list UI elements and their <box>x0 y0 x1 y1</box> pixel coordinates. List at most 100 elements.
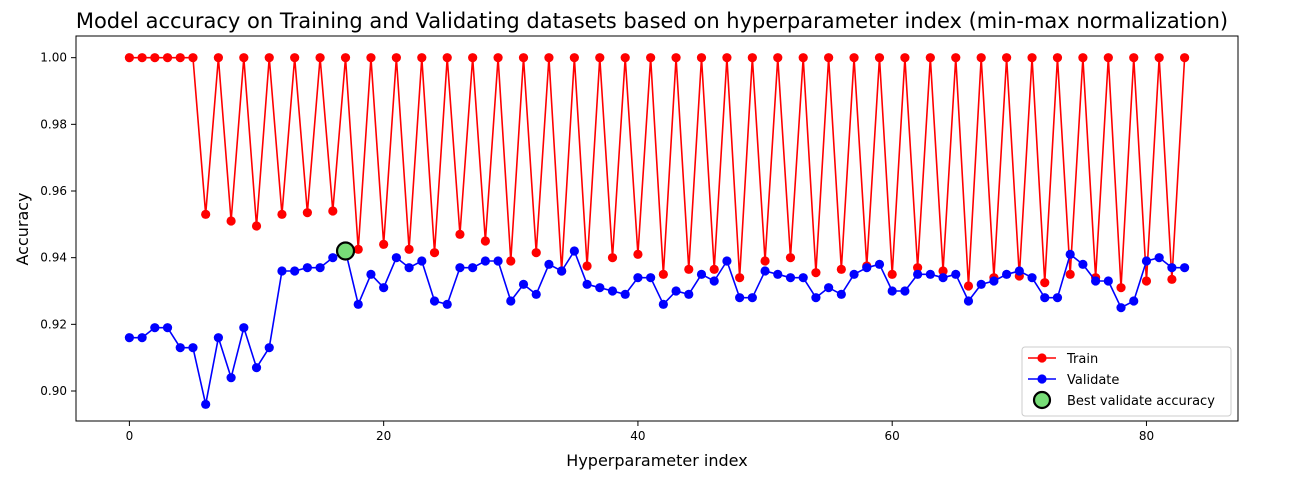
train-point <box>353 244 363 254</box>
validate-point <box>1141 256 1152 266</box>
validate-point <box>862 263 872 273</box>
validate-point <box>569 246 579 256</box>
validate-point <box>607 286 618 296</box>
train-point <box>328 206 338 216</box>
validate-point <box>557 266 567 276</box>
train-point <box>302 208 312 218</box>
validate-point <box>582 279 592 289</box>
train-point <box>340 53 351 63</box>
validate-point <box>506 296 516 306</box>
y-tick-label: 0.94 <box>40 251 67 265</box>
train-point <box>582 261 592 271</box>
validate-point <box>671 286 681 296</box>
legend-marker-swatch <box>1032 390 1052 410</box>
validate-point <box>620 289 630 299</box>
train-point <box>442 53 452 63</box>
train-point <box>251 221 262 231</box>
validate-point <box>302 263 312 273</box>
validate-point <box>264 343 274 353</box>
validate-point <box>1091 276 1101 286</box>
legend-entry: Best validate accuracy <box>1032 390 1215 410</box>
validate-point <box>633 273 643 283</box>
series-layer <box>124 53 1190 409</box>
train-point <box>735 273 745 283</box>
validate-point <box>201 399 211 409</box>
validate-point <box>417 256 427 266</box>
validate-point <box>315 263 325 273</box>
train-point <box>1078 53 1088 63</box>
train-point <box>150 53 160 63</box>
train-point <box>455 229 465 239</box>
train-point <box>480 236 490 246</box>
validate-point <box>124 333 134 343</box>
validate-point <box>442 299 452 309</box>
validate-point <box>290 266 300 276</box>
train-point <box>925 53 935 63</box>
validate-point <box>544 259 554 269</box>
x-axis-label: Hyperparameter index <box>566 451 747 470</box>
train-point <box>1040 278 1050 288</box>
train-point <box>544 53 554 63</box>
train-point <box>188 53 198 63</box>
train-point <box>849 53 859 63</box>
chart-title: Model accuracy on Training and Validatin… <box>76 9 1228 33</box>
validate-point <box>1002 269 1012 279</box>
validate-point <box>722 256 732 266</box>
validate-point <box>277 266 287 276</box>
validate-point <box>1027 273 1037 283</box>
legend-label: Best validate accuracy <box>1067 394 1215 409</box>
train-point <box>175 53 185 63</box>
train-point <box>1065 269 1075 279</box>
validate-point <box>798 273 808 283</box>
train-point <box>468 53 478 63</box>
series-validate <box>124 246 1190 409</box>
train-point <box>684 264 694 274</box>
validate-point <box>887 286 897 296</box>
validate-point <box>455 263 465 273</box>
validate-point <box>925 269 935 279</box>
validate-point <box>747 293 757 303</box>
train-point <box>747 53 757 63</box>
train-point <box>379 239 389 249</box>
series-train <box>124 53 1190 293</box>
train-point <box>404 244 414 254</box>
train-point <box>531 248 541 258</box>
validate-point <box>785 273 796 283</box>
train-point <box>1154 53 1164 63</box>
x-tick-label: 80 <box>1139 429 1154 443</box>
validate-point <box>1014 266 1024 276</box>
validate-point <box>595 283 605 293</box>
train-point <box>887 269 897 279</box>
validate-point <box>175 343 185 353</box>
y-tick-label: 0.96 <box>40 184 67 198</box>
train-point <box>671 53 681 63</box>
x-tick-label: 20 <box>376 429 391 443</box>
train-point <box>607 253 618 263</box>
train-point <box>696 53 707 63</box>
y-tick-label: 1.00 <box>40 51 67 65</box>
train-point <box>824 53 834 63</box>
train-point <box>506 256 516 266</box>
y-tick-label: 0.92 <box>40 317 67 331</box>
train-point <box>239 53 249 63</box>
validate-point <box>239 323 249 333</box>
y-tick-label: 0.90 <box>40 384 67 398</box>
train-point <box>366 53 376 63</box>
train-point <box>1116 283 1126 293</box>
validate-point <box>137 333 147 343</box>
train-point <box>874 53 885 63</box>
validate-point <box>836 289 846 299</box>
validate-point <box>213 333 223 343</box>
legend-label: Train <box>1066 352 1098 367</box>
validate-point <box>518 279 529 289</box>
train-point <box>201 209 211 219</box>
validate-point <box>646 273 656 283</box>
train-point <box>900 53 910 63</box>
train-point <box>1129 53 1139 63</box>
validate-point <box>1078 259 1088 269</box>
validate-point <box>1180 263 1190 273</box>
train-point <box>620 53 630 63</box>
x-tick-label: 60 <box>885 429 900 443</box>
validate-point <box>963 296 974 306</box>
validate-point <box>658 299 668 309</box>
